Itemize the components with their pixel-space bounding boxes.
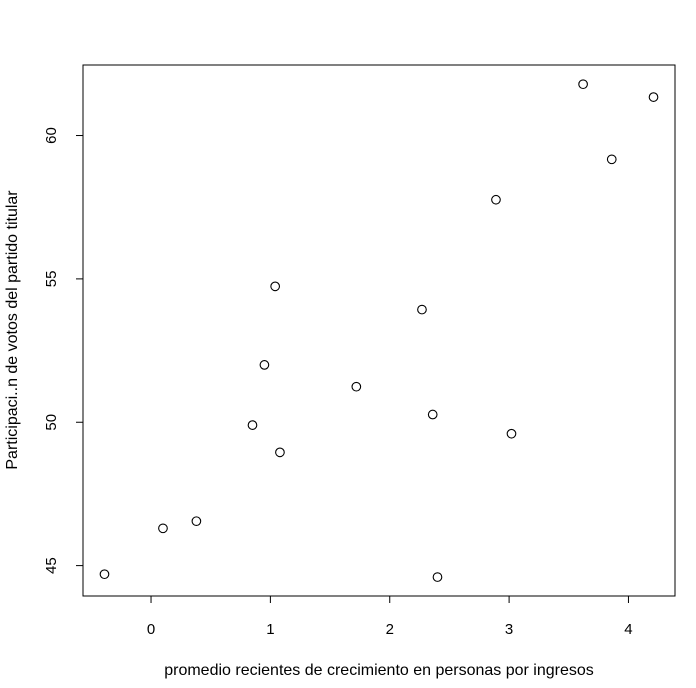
plot-frame bbox=[82, 64, 676, 597]
y-tick-label: 45 bbox=[43, 557, 60, 574]
x-tick-label: 3 bbox=[505, 621, 513, 638]
data-point bbox=[351, 381, 362, 392]
data-point bbox=[491, 194, 501, 205]
x-tick-label: 1 bbox=[266, 621, 274, 638]
data-point bbox=[247, 420, 258, 430]
x-tick-label: 0 bbox=[147, 621, 155, 638]
x-tick-label: 2 bbox=[386, 621, 394, 638]
data-point bbox=[270, 281, 281, 292]
y-axis-title: Participaci..n de votos del partido titu… bbox=[4, 190, 21, 470]
data-point bbox=[427, 409, 438, 420]
data-point bbox=[648, 92, 659, 102]
data-point bbox=[259, 360, 270, 370]
data-point bbox=[432, 572, 443, 582]
y-tick-label: 55 bbox=[43, 271, 60, 288]
data-points bbox=[99, 79, 659, 582]
data-point bbox=[506, 428, 517, 439]
data-point bbox=[417, 304, 427, 315]
y-tick-label: 60 bbox=[43, 127, 60, 144]
data-point bbox=[606, 154, 617, 165]
x-axis-title: promedio recientes de crecimiento en per… bbox=[164, 662, 594, 679]
data-point bbox=[158, 523, 168, 534]
y-axis: 45 50 55 60 bbox=[43, 127, 84, 574]
data-point bbox=[578, 79, 588, 90]
data-point bbox=[191, 516, 202, 527]
x-axis: 0 1 2 3 4 bbox=[147, 595, 633, 638]
data-point bbox=[275, 447, 285, 458]
data-point bbox=[99, 569, 110, 580]
y-tick-label: 50 bbox=[43, 414, 60, 431]
x-tick-label: 4 bbox=[624, 621, 632, 638]
